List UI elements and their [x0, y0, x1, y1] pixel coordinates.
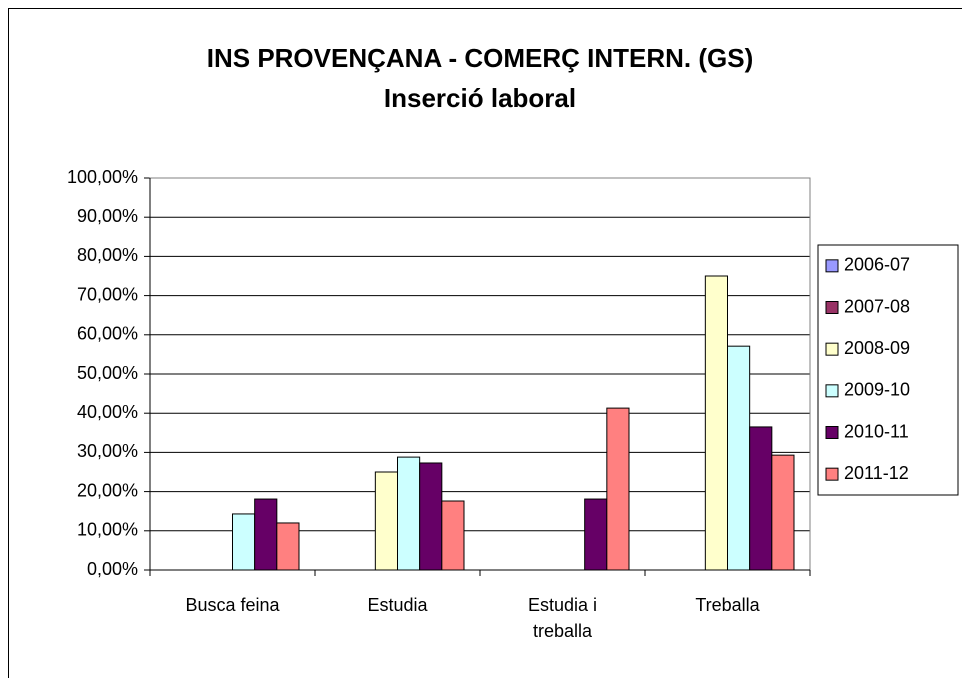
y-tick-label: 90,00% — [77, 206, 138, 226]
bar — [374, 471, 399, 571]
y-tick-label: 70,00% — [77, 284, 138, 304]
legend-swatch — [825, 426, 839, 439]
bar — [727, 345, 751, 571]
y-tick-label: 20,00% — [77, 480, 138, 500]
y-tick-label: 80,00% — [77, 245, 138, 265]
bar — [441, 500, 465, 571]
y-tick-label: 30,00% — [77, 441, 138, 461]
legend-swatch — [825, 259, 839, 273]
legend-swatch — [825, 301, 839, 314]
y-tick-label: 60,00% — [77, 324, 138, 344]
bar — [419, 462, 443, 571]
bar — [749, 426, 773, 571]
chart-subtitle: Inserció laboral — [384, 83, 576, 113]
legend-label: 2010-11 — [844, 421, 909, 441]
legend-label: 2009-10 — [844, 380, 910, 400]
bar — [254, 498, 278, 571]
legend-label: 2006-07 — [844, 255, 910, 275]
chart-border — [8, 8, 962, 678]
bar — [397, 456, 421, 571]
x-tick-label: Busca feina — [185, 595, 280, 615]
x-tick-label: Estudia i treballa — [527, 595, 598, 641]
x-tick-label: Estudia — [367, 595, 428, 615]
bar — [232, 513, 256, 571]
y-tick-label: 40,00% — [77, 402, 138, 422]
bar — [606, 407, 630, 571]
bar — [704, 275, 728, 571]
legend-swatch — [825, 384, 839, 398]
legend-box — [817, 244, 959, 496]
y-tick-label: 10,00% — [77, 520, 138, 540]
y-tick-label: 50,00% — [77, 363, 138, 383]
x-tick-label: Treballa — [695, 595, 760, 615]
y-tick-label: 100,00% — [67, 167, 138, 187]
legend-swatch — [825, 342, 839, 356]
legend-swatch — [825, 467, 839, 481]
bar — [584, 498, 608, 571]
bar — [771, 454, 795, 571]
legend-label: 2007-08 — [844, 296, 910, 316]
legend-label: 2008-09 — [844, 338, 910, 358]
y-tick-label: 0,00% — [87, 559, 138, 579]
legend-label: 2011-12 — [844, 463, 909, 483]
bar — [276, 522, 300, 571]
chart-title: INS PROVENÇANA - COMERÇ INTERN. (GS) — [207, 43, 754, 73]
